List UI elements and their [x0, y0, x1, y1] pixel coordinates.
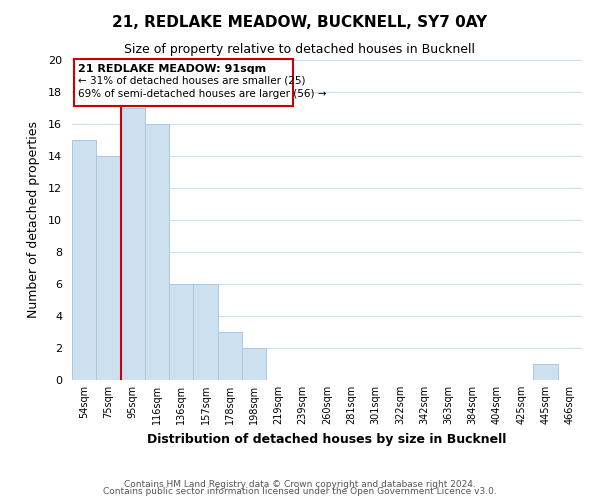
Text: 21 REDLAKE MEADOW: 91sqm: 21 REDLAKE MEADOW: 91sqm: [77, 64, 266, 74]
Bar: [193, 284, 218, 380]
FancyBboxPatch shape: [74, 59, 293, 106]
Bar: [145, 124, 169, 380]
Bar: [72, 140, 96, 380]
Text: 69% of semi-detached houses are larger (56) →: 69% of semi-detached houses are larger (…: [77, 90, 326, 100]
Text: Contains public sector information licensed under the Open Government Licence v3: Contains public sector information licen…: [103, 488, 497, 496]
X-axis label: Distribution of detached houses by size in Bucknell: Distribution of detached houses by size …: [148, 432, 506, 446]
Bar: [121, 108, 145, 380]
Bar: [96, 156, 121, 380]
Y-axis label: Number of detached properties: Number of detached properties: [27, 122, 40, 318]
Text: Contains HM Land Registry data © Crown copyright and database right 2024.: Contains HM Land Registry data © Crown c…: [124, 480, 476, 489]
Bar: [242, 348, 266, 380]
Bar: [533, 364, 558, 380]
Text: 21, REDLAKE MEADOW, BUCKNELL, SY7 0AY: 21, REDLAKE MEADOW, BUCKNELL, SY7 0AY: [112, 15, 488, 30]
Text: Size of property relative to detached houses in Bucknell: Size of property relative to detached ho…: [125, 42, 476, 56]
Bar: [218, 332, 242, 380]
Bar: [169, 284, 193, 380]
Text: ← 31% of detached houses are smaller (25): ← 31% of detached houses are smaller (25…: [77, 76, 305, 86]
